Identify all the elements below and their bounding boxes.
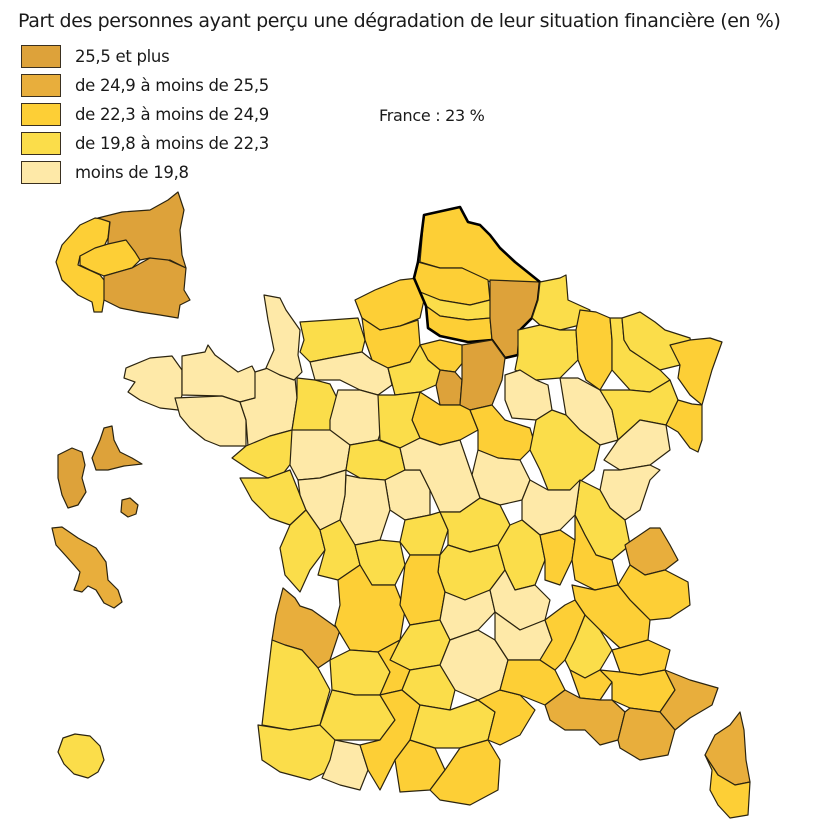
legend-item: moins de 19,8 xyxy=(21,158,269,187)
area-cotes-armor[interactable] xyxy=(181,344,259,403)
area-vosges[interactable] xyxy=(599,379,679,441)
area-yvelines[interactable] xyxy=(435,369,463,406)
legend-label: moins de 19,8 xyxy=(75,163,189,182)
map-title: Part des personnes ayant perçu une dégra… xyxy=(18,10,781,32)
legend-item: de 19,8 à moins de 22,3 xyxy=(21,129,269,158)
area-haut-rhin[interactable] xyxy=(665,399,703,453)
area-guadeloupe-grande-terre[interactable] xyxy=(91,425,143,471)
area-pyrenees-orientales[interactable] xyxy=(429,739,501,806)
area-martinique[interactable] xyxy=(51,526,123,609)
legend-swatch xyxy=(21,74,61,97)
area-loire-atlantique[interactable] xyxy=(231,429,299,479)
legend-item: 25,5 et plus xyxy=(21,42,269,71)
legend-label: de 22,3 à moins de 24,9 xyxy=(75,105,269,124)
area-charente-maritime[interactable] xyxy=(279,509,326,593)
area-manche[interactable] xyxy=(263,294,303,381)
area-corse-du-sud[interactable] xyxy=(704,754,751,819)
legend-item: de 22,3 à moins de 24,9 xyxy=(21,100,269,129)
area-pyrenees-atlantiques[interactable] xyxy=(257,724,336,781)
legend-swatch xyxy=(21,161,61,184)
legend-swatch xyxy=(21,132,61,155)
area-yonne[interactable] xyxy=(469,404,536,461)
legend-item: de 24,9 à moins de 25,5 xyxy=(21,71,269,100)
area-morbihan[interactable] xyxy=(174,395,247,447)
area-meuse[interactable] xyxy=(575,309,613,391)
area-aude[interactable] xyxy=(409,699,496,749)
legend-swatch xyxy=(21,103,61,126)
area-guadeloupe-basse-terre[interactable] xyxy=(57,447,87,509)
area-rhone[interactable] xyxy=(539,529,576,586)
area-haute-saone[interactable] xyxy=(603,419,671,471)
area-saone-loire[interactable] xyxy=(521,479,581,536)
area-marie-galante[interactable] xyxy=(120,497,139,518)
area-vendee[interactable] xyxy=(239,469,307,526)
area-cote-or[interactable] xyxy=(529,409,601,491)
area-var[interactable] xyxy=(617,707,676,761)
area-finistere[interactable] xyxy=(123,355,183,411)
legend-label: 25,5 et plus xyxy=(75,47,170,66)
legend: 25,5 et plus de 24,9 à moins de 25,5 de … xyxy=(21,42,269,187)
area-creuse[interactable] xyxy=(399,511,449,556)
area-marne[interactable] xyxy=(514,324,579,381)
area-alpes-maritimes[interactable] xyxy=(659,669,719,731)
legend-swatch xyxy=(21,45,61,68)
area-cantal[interactable] xyxy=(439,589,496,641)
area-inset-paris[interactable] xyxy=(79,239,141,277)
area-landes[interactable] xyxy=(261,639,331,731)
legend-label: de 19,8 à moins de 22,3 xyxy=(75,134,269,153)
area-bas-rhin[interactable] xyxy=(669,337,723,406)
metropolitan-france xyxy=(123,205,751,819)
france-average: France : 23 % xyxy=(379,106,485,125)
area-seine-marne[interactable] xyxy=(459,339,506,411)
area-gironde[interactable] xyxy=(271,587,341,669)
area-inset-idf-se[interactable] xyxy=(103,257,191,319)
inset-ile-de-france xyxy=(55,191,191,319)
area-correze[interactable] xyxy=(399,554,446,626)
legend-label: de 24,9 à moins de 25,5 xyxy=(75,76,269,95)
area-la-reunion[interactable] xyxy=(57,733,105,779)
